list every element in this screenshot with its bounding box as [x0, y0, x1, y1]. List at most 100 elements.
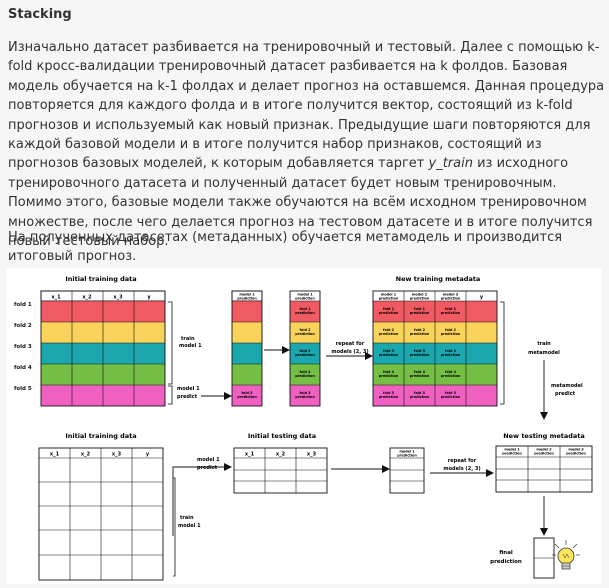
bottom-predict-b: predict: [197, 465, 218, 471]
train-metamodel-b: metamodel: [528, 350, 560, 356]
target-variable-name: y_train: [428, 156, 473, 172]
metamodel-predict-a: metamodel: [551, 383, 583, 389]
pred-cell-fold5-a: fold 5: [242, 391, 254, 395]
meta-c42a: fold 4: [414, 370, 426, 374]
final-prediction-a: final: [499, 550, 513, 556]
fold-label-5: fold 5: [14, 386, 32, 392]
meta-c21a: fold 2: [383, 328, 395, 332]
meta-c53b: prediction: [441, 395, 461, 399]
title-new-training-metadata: New training metadata: [396, 275, 481, 283]
fold-label-1: fold 1: [14, 302, 32, 308]
meta-c32b: prediction: [410, 353, 430, 357]
meta-c12a: fold 1: [414, 307, 426, 311]
test-meta-h3b: prediction: [566, 452, 586, 456]
meta-c13a: fold 1: [445, 307, 457, 311]
fold-label-4: fold 4: [14, 365, 32, 371]
full-pred-f4b: prediction: [295, 374, 315, 378]
full-pred-f5a: fold 5: [300, 391, 312, 395]
title-initial-training-bottom: Initial training data: [65, 432, 136, 440]
bottom-col-x1: x_1: [50, 452, 60, 458]
predict-bracket-top: [168, 385, 173, 405]
final-prediction-b: prediction: [490, 559, 522, 565]
summary-paragraph: На полученных датасетах (метаданных) обу…: [8, 230, 563, 265]
test-meta-h2b: prediction: [534, 452, 554, 456]
meta-c41a: fold 4: [383, 370, 395, 374]
full-pred-f1b: prediction: [295, 311, 315, 315]
fold-label-2: fold 2: [14, 323, 32, 329]
initial-training-table-top: x_1 x_2 x_3 y: [40, 290, 166, 407]
description-text-end: из исходного тренировочного датасета и п…: [8, 156, 593, 250]
test-col-x3: x_3: [307, 452, 317, 458]
full-pred-f3b: prediction: [295, 353, 315, 357]
test-meta-h3a: model 3: [568, 448, 584, 452]
description-text-start: Изначально датасет разбивается на тренир…: [8, 40, 605, 172]
meta-c33b: prediction: [441, 353, 461, 357]
meta-c22a: fold 2: [414, 328, 426, 332]
bottom-train-b: model 1: [178, 523, 201, 529]
metamodel-bracket: [500, 301, 505, 405]
lightbulb-icon: [552, 540, 580, 570]
meta-c41b: prediction: [379, 374, 399, 378]
annotation-model1-predict-a: model 1: [177, 386, 200, 392]
description-paragraph: Изначально датасет разбивается на тренир…: [8, 38, 608, 251]
full-pred-f3a: fold 3: [300, 349, 312, 353]
annotation-train: train: [181, 336, 195, 342]
meta-c43a: fold 4: [445, 370, 457, 374]
meta-c11a: fold 1: [383, 307, 395, 311]
model1-full-prediction-column: model 1 prediction fold 1 prediction fol…: [289, 290, 321, 407]
title-new-testing-metadata: New testing metadata: [503, 432, 585, 440]
initial-training-table-bottom: x_1 x_2 x_3 y: [38, 447, 164, 581]
meta-c51b: prediction: [379, 395, 399, 399]
meta-c51a: fold 5: [383, 391, 395, 395]
meta-c32a: fold 3: [414, 349, 426, 353]
full-pred-f1a: fold 1: [300, 307, 312, 311]
initial-testing-table: x_1 x_2 x_3: [233, 447, 328, 494]
bottom-col-x2: x_2: [81, 452, 91, 458]
meta-c53a: fold 5: [445, 391, 457, 395]
meta-col-y: y: [480, 295, 484, 301]
meta-c12b: prediction: [410, 311, 430, 315]
fold-label-3: fold 3: [14, 344, 32, 350]
meta-c22b: prediction: [410, 332, 430, 336]
stacking-diagram: Initial training data fold 1 fold 2 fold…: [6, 268, 602, 584]
section-heading: Stacking: [8, 7, 72, 22]
model1-prediction-column: model 1 prediction fold 5 prediction: [231, 290, 263, 407]
bottom-col-y: y: [146, 452, 150, 458]
meta-c31b: prediction: [379, 353, 399, 357]
repeat-bottom-b: models (2, 3): [443, 466, 480, 472]
new-training-metadata-table: model 1 prediction model 2 prediction mo…: [372, 290, 498, 407]
test-pred-header-a: model 1: [399, 450, 415, 454]
test-meta-h2a: model 2: [536, 448, 552, 452]
full-pred-header-b: prediction: [295, 297, 315, 301]
annotation-model1-predict-b: predict: [177, 394, 198, 400]
meta-h3b: prediction: [441, 297, 461, 301]
meta-h3a: model 3: [443, 293, 459, 297]
col-x2: x_2: [82, 295, 92, 301]
meta-c43b: prediction: [441, 374, 461, 378]
meta-c21b: prediction: [379, 332, 399, 336]
meta-h1b: prediction: [379, 297, 399, 301]
title-initial-training-top: Initial training data: [65, 275, 136, 283]
bottom-col-x3: x_3: [112, 452, 122, 458]
meta-c52a: fold 5: [414, 391, 426, 395]
pred-cell-fold5-b: prediction: [237, 395, 257, 399]
repeat-top-a: repeat for: [336, 341, 365, 347]
col-x1: x_1: [51, 295, 61, 301]
full-pred-f4a: fold 4: [300, 370, 312, 374]
repeat-bottom-a: repeat for: [448, 458, 477, 464]
metamodel-predict-b: predict: [555, 391, 576, 397]
meta-h2a: model 2: [412, 293, 428, 297]
meta-c13b: prediction: [441, 311, 461, 315]
meta-h1a: model 1: [381, 293, 397, 297]
full-pred-header-a: model 1: [297, 293, 313, 297]
test-meta-h1b: prediction: [502, 452, 522, 456]
title-initial-testing: Initial testing data: [248, 432, 316, 440]
full-pred-f2a: fold 2: [300, 328, 312, 332]
train-metamodel-a: train: [537, 341, 551, 347]
test-col-x1: x_1: [245, 452, 255, 458]
stacking-diagram-svg: Initial training data fold 1 fold 2 fold…: [14, 275, 593, 581]
test-pred-header-b: prediction: [397, 454, 417, 458]
new-testing-metadata-table: model 1 prediction model 2 prediction mo…: [495, 445, 593, 493]
meta-c23b: prediction: [441, 332, 461, 336]
bottom-train-a: train: [180, 515, 194, 521]
